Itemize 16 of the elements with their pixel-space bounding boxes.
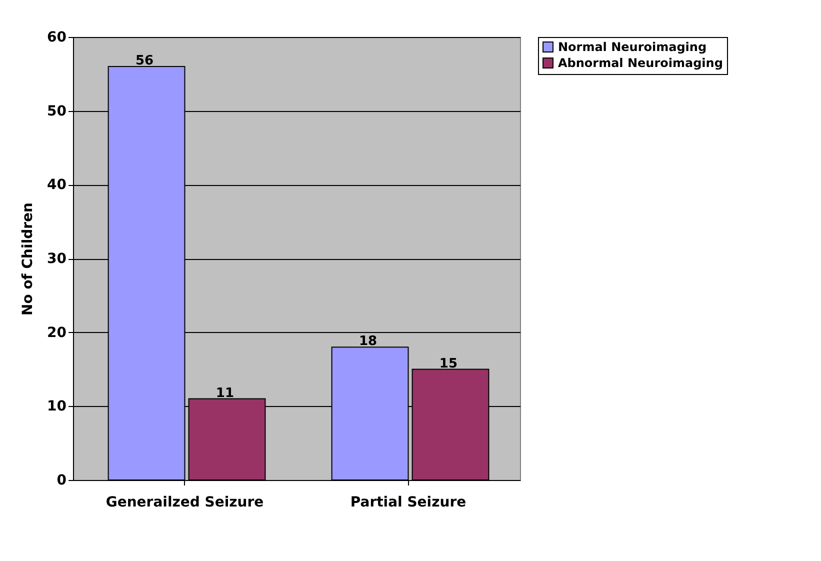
data-label: 56 xyxy=(135,54,154,69)
y-tick-label: 0 xyxy=(56,472,67,488)
y-tick-label: 30 xyxy=(47,251,67,267)
y-tick-label: 50 xyxy=(47,103,67,120)
data-label: 18 xyxy=(358,334,378,350)
data-label: 15 xyxy=(439,356,458,372)
y-tick-label: 60 xyxy=(47,30,67,46)
y-tick-label: 20 xyxy=(47,324,67,341)
legend-label: Abnormal Neuroimaging xyxy=(558,56,723,70)
x-tick-label: Partial Seizure xyxy=(350,494,466,510)
y-axis-title: No of Children xyxy=(20,202,36,316)
data-label: 11 xyxy=(216,386,234,401)
y-tick-label: 40 xyxy=(47,177,67,194)
x-tick-label: Generailzed Seizure xyxy=(106,494,264,510)
y-tick-label: 10 xyxy=(47,398,67,415)
legend-label: Normal Neuroimaging xyxy=(558,40,707,54)
